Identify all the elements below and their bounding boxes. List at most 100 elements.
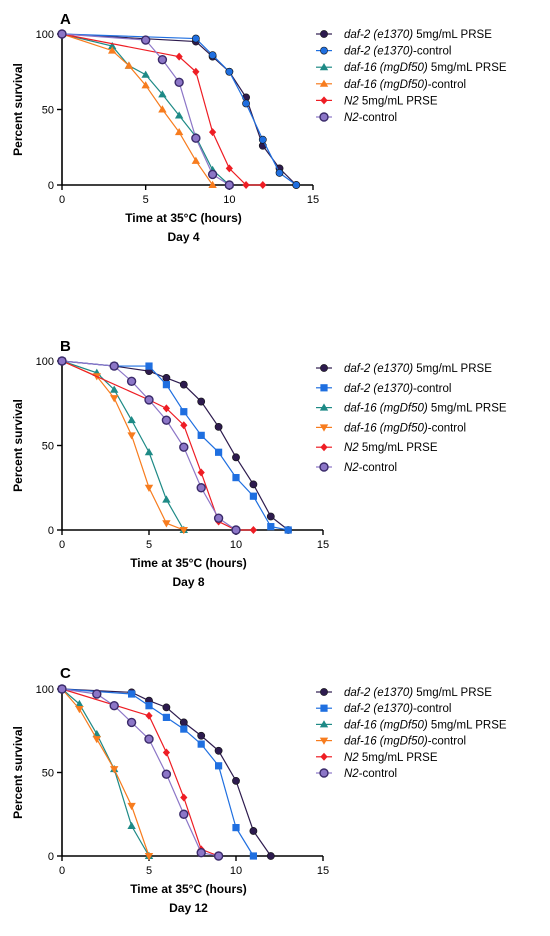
data-point	[225, 164, 233, 173]
data-point	[162, 748, 170, 757]
legend-item: daf-2 (e1370) 5mg/mL PRSE	[316, 363, 492, 375]
legend-marker	[319, 768, 329, 778]
data-point	[266, 512, 275, 521]
legend-marker	[319, 63, 329, 71]
data-point	[180, 793, 188, 802]
y-axis-label: Percent survival	[11, 726, 25, 819]
legend-marker	[319, 720, 329, 728]
data-point	[162, 713, 170, 721]
data-point	[126, 376, 137, 386]
data-point	[162, 520, 171, 528]
data-point	[144, 448, 154, 456]
data-point	[175, 52, 183, 61]
x-tick-label: 15	[317, 865, 329, 877]
legend-label: daf-2 (e1370) 5mg/mL PRSE	[344, 29, 492, 41]
panel-letter: B	[60, 338, 71, 355]
data-point	[179, 809, 189, 819]
data-point	[128, 690, 136, 698]
series-line	[61, 360, 289, 531]
data-point	[145, 711, 153, 720]
legend-marker	[320, 30, 328, 38]
legend-label: daf-16 (mgDf50) 5mg/mL PRSE	[344, 62, 507, 74]
legend-marker	[319, 403, 329, 411]
data-point	[145, 702, 153, 710]
data-point	[197, 397, 206, 406]
y-tick-label: 50	[42, 441, 54, 453]
data-point	[92, 736, 101, 744]
data-point	[192, 67, 200, 76]
data-point	[179, 527, 188, 535]
y-axis-label: Percent survival	[11, 63, 25, 156]
panel-letter: C	[60, 665, 71, 682]
series-2	[58, 357, 292, 534]
data-point	[207, 169, 218, 180]
series-line	[61, 688, 254, 857]
data-point	[284, 526, 292, 534]
data-point	[162, 703, 171, 712]
legend-marker	[320, 443, 328, 452]
series-4	[57, 29, 217, 188]
data-point	[242, 181, 250, 189]
series-2	[58, 685, 257, 860]
series-3	[57, 29, 234, 188]
data-point	[158, 90, 167, 98]
data-point	[249, 827, 258, 835]
data-point	[180, 421, 188, 430]
data-point	[224, 180, 235, 190]
legend-label: daf-2 (e1370)-control	[344, 703, 451, 715]
data-point	[208, 180, 217, 188]
legend-label: daf-16 (mgDf50)-control	[344, 79, 466, 91]
legend-label: N2 5mg/mL PRSE	[344, 442, 438, 454]
legend-item: daf-2 (e1370)-control	[316, 46, 451, 58]
data-point	[232, 824, 240, 832]
legend-item: N2-control	[316, 768, 397, 780]
y-tick-label: 100	[36, 684, 54, 696]
legend-label: daf-2 (e1370) 5mg/mL PRSE	[344, 363, 492, 375]
data-point	[144, 395, 154, 405]
data-point	[179, 380, 188, 389]
legend-item: daf-16 (mgDf50)-control	[316, 79, 466, 91]
y-tick-label: 0	[48, 851, 54, 863]
data-point	[242, 99, 250, 108]
legend-label: N2-control	[344, 462, 397, 474]
x-tick-label: 15	[307, 194, 319, 206]
legend-item: N2 5mg/mL PRSE	[316, 442, 438, 454]
data-point	[57, 29, 67, 39]
data-point	[141, 70, 150, 78]
x-tick-label: 15	[317, 539, 329, 551]
data-point	[144, 853, 154, 861]
legend-item: N2-control	[316, 462, 397, 474]
data-point	[162, 495, 171, 503]
data-point	[162, 404, 170, 413]
data-point	[174, 127, 184, 136]
series-line	[61, 33, 230, 186]
y-tick-label: 100	[36, 356, 54, 368]
legend-label: daf-2 (e1370) 5mg/mL PRSE	[344, 687, 492, 699]
data-point	[158, 105, 167, 113]
data-point	[191, 156, 201, 164]
data-point	[191, 133, 201, 143]
data-point	[180, 408, 188, 416]
data-point	[144, 484, 154, 492]
series-line	[61, 360, 289, 531]
data-point	[197, 740, 205, 748]
data-point	[196, 847, 206, 858]
data-point	[162, 373, 171, 382]
x-tick-label: 5	[143, 194, 149, 206]
series-line	[61, 360, 237, 531]
legend-item: daf-16 (mgDf50)-control	[316, 736, 466, 748]
legend-item: N2 5mg/mL PRSE	[316, 95, 438, 107]
data-point	[127, 415, 136, 424]
legend-label: N2 5mg/mL PRSE	[344, 752, 438, 764]
data-point	[180, 725, 188, 733]
legend: daf-2 (e1370) 5mg/mL PRSE daf-2 (e1370)-c…	[316, 29, 507, 124]
data-point	[110, 766, 119, 774]
chart-panel-a: A 0 50 100 0 5 10 15 Time at 35°C (hours) Day 4 Pe…	[11, 11, 507, 244]
data-point	[209, 128, 217, 137]
day-label: Day 4	[167, 230, 199, 244]
series-6	[57, 356, 241, 535]
data-point	[109, 701, 119, 711]
data-point	[108, 46, 117, 54]
data-point	[249, 526, 257, 534]
data-point	[213, 513, 224, 523]
